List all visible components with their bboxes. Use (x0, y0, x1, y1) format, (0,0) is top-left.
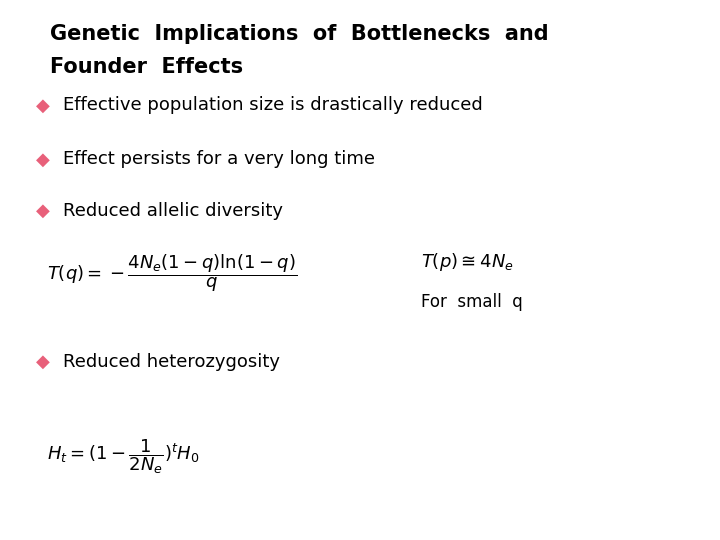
Text: ◆: ◆ (36, 353, 50, 371)
Text: Founder  Effects: Founder Effects (50, 57, 243, 77)
Text: $T(p) \cong 4N_e$: $T(p) \cong 4N_e$ (421, 251, 514, 273)
Text: Reduced heterozygosity: Reduced heterozygosity (63, 353, 280, 371)
Text: Reduced allelic diversity: Reduced allelic diversity (63, 201, 284, 220)
Text: ◆: ◆ (36, 96, 50, 114)
Text: ◆: ◆ (36, 150, 50, 168)
Text: Genetic  Implications  of  Bottlenecks  and: Genetic Implications of Bottlenecks and (50, 24, 549, 44)
Text: Effect persists for a very long time: Effect persists for a very long time (63, 150, 375, 168)
Text: $T(q) = -\dfrac{4N_e(1-q)\ln(1-q)}{q}$: $T(q) = -\dfrac{4N_e(1-q)\ln(1-q)}{q}$ (47, 252, 297, 294)
Text: ◆: ◆ (36, 201, 50, 220)
Text: For  small  q: For small q (421, 293, 523, 312)
Text: $H_t = (1 - \dfrac{1}{2N_e})^t H_0$: $H_t = (1 - \dfrac{1}{2N_e})^t H_0$ (47, 437, 199, 476)
Text: Effective population size is drastically reduced: Effective population size is drastically… (63, 96, 483, 114)
